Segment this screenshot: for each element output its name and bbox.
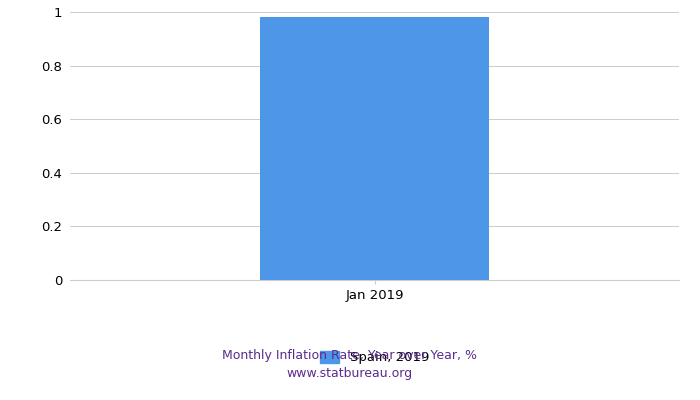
Text: Monthly Inflation Rate, Year over Year, %
www.statbureau.org: Monthly Inflation Rate, Year over Year, … <box>223 349 477 380</box>
Legend: Spain, 2019: Spain, 2019 <box>314 346 435 370</box>
Bar <box>260 17 489 280</box>
